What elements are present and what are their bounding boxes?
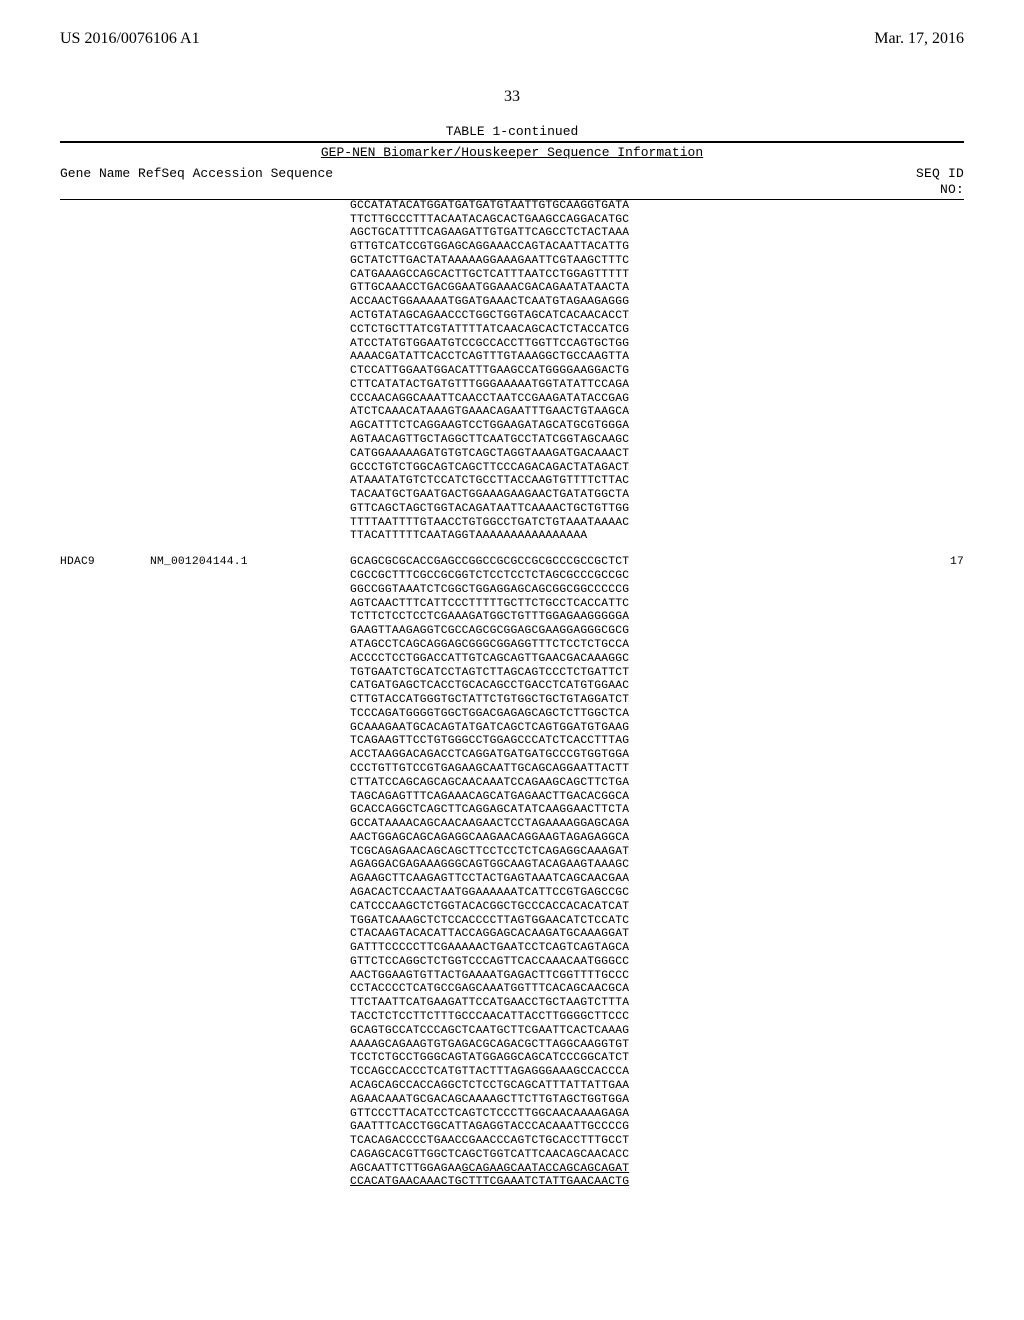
page-number: 33 bbox=[60, 88, 964, 106]
col-header-gene: Gene Name RefSeq Accession Sequence bbox=[60, 166, 360, 198]
seq-id-number: 17 bbox=[924, 556, 964, 1190]
underlined-sequence-2: CCACATGAACAAACTGCTTTCGAAATCTATTGAACAACTG bbox=[350, 1176, 629, 1188]
accession-number: NM_001204144.1 bbox=[150, 556, 350, 1190]
header-left: US 2016/0076106 A1 bbox=[60, 30, 200, 48]
col-header-seqid: SEQ ID NO: bbox=[904, 166, 964, 198]
sequence-block-2: GCAGCGCGCACCGAGCCGGCCGCGCCGCGCCCGCCGCTCT… bbox=[350, 556, 924, 1190]
underlined-sequence-1: GCAGAAGCAATACCAGCAGCAGAT bbox=[462, 1163, 630, 1175]
header-right: Mar. 17, 2016 bbox=[874, 30, 964, 48]
table-caption: TABLE 1-continued bbox=[60, 124, 964, 139]
sequence-block-1: GCCATATACATGGATGATGATGTAATTGTGCAAGGTGATA… bbox=[350, 200, 964, 545]
table-title: GEP-NEN Biomarker/Houskeeper Sequence In… bbox=[60, 143, 964, 162]
gene-name: HDAC9 bbox=[60, 556, 150, 1190]
